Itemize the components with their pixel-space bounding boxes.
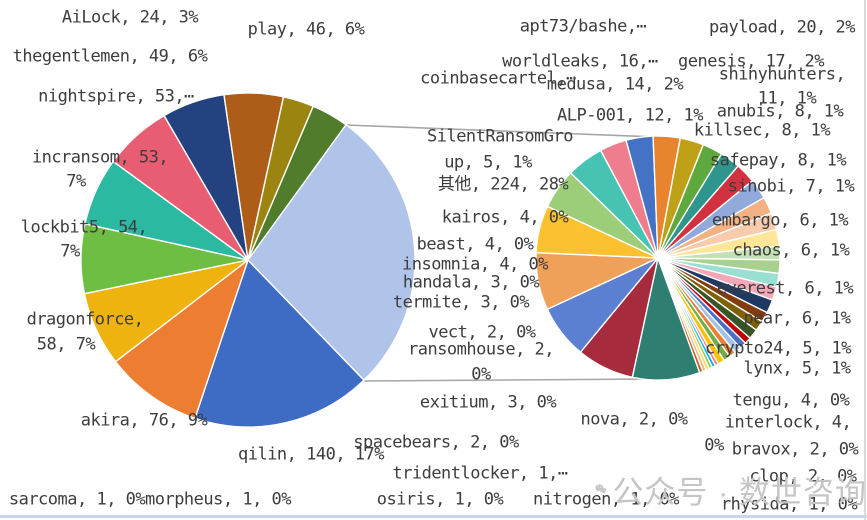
main-pie-slice-akira: [114, 259, 249, 420]
data-label-morpheus: morpheus, 1, 0%: [144, 489, 292, 510]
data-label-killsec: killsec, 8, 1%: [693, 120, 831, 141]
data-label-srg-line1: SilentRansomGro: [426, 126, 574, 147]
data-label-medusa: medusa, 14, 2%: [546, 74, 684, 95]
data-label-kairos: kairos, 4, 0%: [441, 207, 569, 228]
series-connector-line-top: [345, 124, 658, 138]
data-label-nightspire: nightspire, 53,⋯: [38, 86, 194, 107]
data-label-incransom-line1: incransom, 53,: [31, 147, 169, 168]
data-label-dragonforce-line1: dragonforce,: [26, 309, 144, 330]
data-label-alp001: ALP-001, 12, 1%: [556, 105, 704, 126]
data-label-incransom-line2: 7%: [66, 171, 86, 192]
data-label-payload: payload, 20, 2%: [708, 17, 856, 38]
data-label-lockbit5-line1: lockbit5, 54,: [20, 217, 148, 238]
data-label-insomnia: insomnia, 4, 0%: [401, 254, 549, 275]
data-label-lockbit5-line2: 7%: [60, 241, 80, 262]
main-pie-slice-qilin: [194, 259, 365, 428]
data-label-qilin: qilin, 140, 17%: [237, 444, 385, 465]
data-label-coinbasecartel: coinbasecartel,⋯: [420, 68, 576, 89]
data-label-interlock-line2: 0%: [704, 435, 724, 456]
data-label-beast: beast, 4, 0%: [416, 234, 534, 255]
data-label-vect: vect, 2, 0%: [428, 322, 536, 343]
data-label-safepay: safepay, 8, 1%: [709, 150, 847, 171]
data-label-nitrogen: nitrogen, 1, 0%: [532, 489, 680, 510]
data-label-play: play, 46, 6%: [247, 19, 365, 40]
data-label-shinyhunters-line1: shinyhunters,: [718, 64, 846, 85]
data-label-exitium: exitium, 3, 0%: [419, 392, 557, 413]
data-label-sinobi: sinobi, 7, 1%: [727, 176, 855, 197]
main-pie-slice-其他: [247, 124, 416, 381]
data-label-shinyhunters-line2: 11, 1%: [757, 88, 817, 109]
data-label-clop: clop, 2, 0%: [749, 466, 857, 487]
data-label-osiris: osiris, 1, 0%: [376, 489, 504, 510]
data-label-embargo: embargo, 6, 1%: [711, 210, 849, 231]
secondary-pie-slice-rhysida: [657, 257, 704, 374]
data-label-ransomhouse-line1: ransomhouse, 2,: [407, 339, 555, 360]
data-label-qita: 其他, 224, 28%: [437, 174, 569, 195]
data-label-thegentlemen: thegentlemen, 49, 6%: [12, 46, 208, 67]
data-label-sarcoma: sarcoma, 1, 0%: [8, 489, 146, 510]
data-label-dragonforce-line2: 58, 7%: [36, 334, 96, 355]
data-label-worldleaks: worldleaks, 16,⋯: [502, 51, 658, 72]
data-label-ailock: AiLock, 24, 3%: [61, 7, 199, 28]
data-label-crypto24: crypto24, 5, 1%: [704, 338, 852, 359]
series-connector-line-bottom: [363, 378, 656, 382]
data-label-spacebears: spacebears, 2, 0%: [353, 432, 519, 453]
data-label-anubis: anubis, 8, 1%: [716, 101, 844, 122]
data-label-termite: termite, 3, 0%: [392, 292, 530, 313]
data-label-nova: nova, 2, 0%: [580, 409, 688, 430]
data-label-genesis: genesis, 17, 2%: [677, 51, 825, 72]
data-label-ransomhouse-line2: 0%: [471, 364, 491, 385]
data-label-srg-line2: up, 5, 1%: [444, 152, 532, 173]
data-label-apt73: apt73/bashe,⋯: [519, 16, 647, 37]
data-label-akira: akira, 76, 9%: [80, 410, 208, 431]
data-label-interlock-line1: interlock, 4,: [724, 412, 852, 433]
data-label-handala: handala, 3, 0%: [402, 272, 540, 293]
data-label-pear: pear, 6, 1%: [743, 308, 851, 329]
data-label-chaos: chaos, 6, 1%: [732, 240, 850, 261]
data-label-tridentlocker: tridentlocker, 1,⋯: [392, 463, 568, 484]
data-label-bravox: bravox, 2, 0%: [731, 439, 859, 460]
data-label-everest: everest, 6, 1%: [716, 278, 854, 299]
page-right-border: [864, 0, 866, 520]
page-bottom-border: [0, 515, 867, 518]
data-label-rhysida: rhysida, 1, 0%: [720, 494, 858, 515]
data-label-tengu: tengu, 4, 0%: [732, 390, 850, 411]
data-label-lynx: lynx, 5, 1%: [743, 358, 851, 379]
